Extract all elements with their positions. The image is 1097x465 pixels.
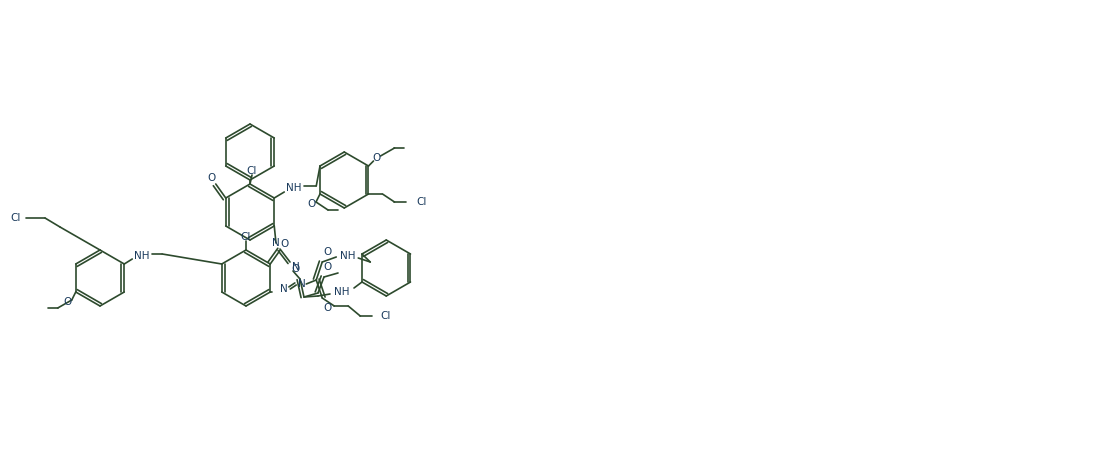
Text: O: O — [324, 303, 331, 313]
Text: N: N — [272, 238, 280, 248]
Text: Cl: Cl — [10, 213, 21, 223]
Text: NH: NH — [286, 183, 302, 193]
Text: Cl: Cl — [417, 197, 427, 207]
Text: Cl: Cl — [241, 232, 251, 242]
Text: O: O — [292, 264, 301, 274]
Text: O: O — [324, 247, 331, 257]
Text: O: O — [372, 153, 381, 163]
Text: N: N — [298, 279, 306, 289]
Text: Cl: Cl — [247, 166, 257, 176]
Text: NH: NH — [340, 251, 357, 261]
Text: Cl: Cl — [381, 311, 391, 321]
Text: N: N — [292, 262, 299, 272]
Text: O: O — [324, 262, 332, 272]
Text: NH: NH — [335, 287, 350, 297]
Text: NH: NH — [135, 251, 150, 261]
Text: O: O — [207, 173, 216, 183]
Text: O: O — [308, 199, 316, 209]
Text: O: O — [64, 297, 72, 307]
Text: O: O — [280, 239, 289, 249]
Text: N: N — [281, 284, 289, 294]
